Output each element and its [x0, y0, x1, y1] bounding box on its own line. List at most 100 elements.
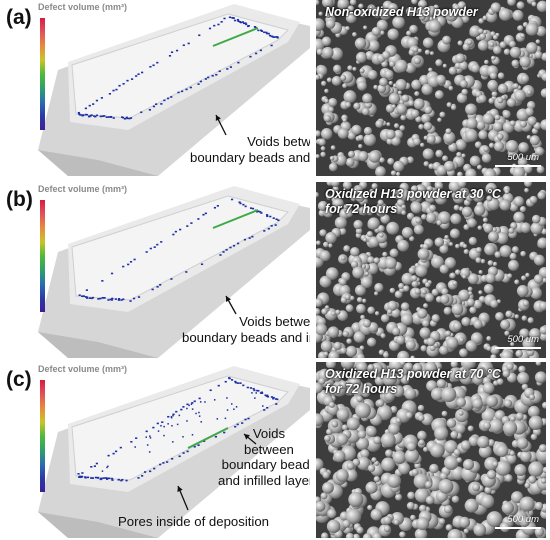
powder-particle [444, 234, 449, 240]
powder-particle [413, 56, 422, 65]
powder-particle [355, 51, 367, 63]
sem-title: Non-oxidized H13 powder [325, 5, 478, 19]
powder-particle [379, 8, 392, 21]
powder-particle [416, 517, 430, 531]
powder-particle [439, 472, 448, 481]
powder-particle [408, 192, 418, 202]
pore-marker [188, 404, 190, 407]
void-marker [197, 218, 200, 220]
void-marker [122, 298, 125, 301]
powder-particle [467, 286, 473, 292]
powder-particle [330, 47, 343, 61]
powder-particle [396, 103, 407, 115]
powder-particle [490, 299, 499, 308]
void-marker [193, 400, 196, 403]
pore-marker [172, 441, 174, 443]
void-marker [234, 380, 237, 383]
arrowhead [226, 296, 232, 302]
powder-particle [421, 213, 427, 220]
void-marker [106, 477, 110, 480]
scale-bar [495, 527, 541, 529]
powder-particle [393, 519, 400, 526]
powder-particle [476, 120, 486, 130]
powder-particle [529, 135, 540, 146]
powder-particle [495, 460, 511, 476]
powder-particle [424, 281, 431, 288]
powder-particle [360, 276, 373, 289]
powder-particle [321, 308, 328, 315]
powder-particle [488, 231, 499, 243]
powder-particle [392, 450, 407, 465]
powder-particle [486, 346, 492, 352]
powder-particle [491, 227, 497, 233]
powder-particle [355, 227, 363, 235]
void-marker [107, 454, 110, 457]
powder-particle [320, 128, 333, 140]
powder-particle [483, 223, 494, 234]
powder-particle [422, 446, 429, 453]
void-marker [214, 435, 218, 438]
powder-particle [425, 192, 436, 204]
powder-particle [519, 516, 530, 528]
powder-particle [516, 285, 529, 297]
powder-particle [417, 0, 428, 9]
powder-particle [327, 508, 337, 519]
void-marker [130, 440, 133, 443]
powder-particle [330, 182, 340, 188]
powder-particle [514, 464, 527, 477]
powder-particle [365, 207, 375, 216]
void-marker [237, 20, 240, 22]
powder-particle [515, 349, 523, 358]
void-marker [88, 115, 91, 118]
powder-particle [382, 251, 388, 257]
powder-particle [353, 185, 364, 196]
powder-particle [537, 237, 546, 249]
void-marker [236, 18, 240, 21]
powder-particle [531, 1, 537, 7]
powder-particle [519, 206, 527, 213]
powder-particle [458, 60, 468, 71]
powder-particle [368, 150, 381, 163]
powder-particle [483, 146, 489, 152]
void-marker [143, 471, 147, 473]
ct-defect-map: Defect volume (mm³) Voids between bounda… [38, 362, 310, 538]
powder-particle [387, 473, 402, 488]
void-marker [257, 29, 260, 32]
powder-particle [499, 41, 507, 49]
powder-particle [392, 190, 398, 196]
powder-particle [525, 272, 530, 278]
void-marker [78, 113, 81, 115]
void-marker [114, 450, 118, 453]
void-marker [129, 260, 133, 263]
powder-particle [483, 168, 497, 176]
powder-particle [320, 532, 329, 538]
powder-particle [370, 362, 384, 375]
powder-particle [388, 80, 393, 86]
void-marker [149, 470, 152, 473]
powder-particle [335, 154, 347, 166]
sem-micrograph: Oxidized H13 powder at 70 °C for 72 hour… [316, 362, 546, 538]
void-marker [78, 294, 81, 297]
powder-particle [499, 245, 512, 258]
substrate-edge [38, 512, 158, 538]
powder-particle [500, 349, 513, 358]
powder-particle [488, 142, 495, 149]
powder-particle [496, 231, 509, 245]
powder-particle [421, 83, 433, 96]
void-marker [179, 228, 182, 231]
powder-particle [326, 519, 341, 534]
void-marker [260, 391, 263, 394]
void-marker [137, 477, 140, 479]
void-marker [178, 455, 181, 458]
powder-particle [362, 533, 373, 538]
powder-particle [376, 232, 388, 244]
powder-particle [519, 120, 528, 128]
powder-particle [482, 113, 494, 125]
powder-particle [430, 443, 445, 458]
void-marker [88, 104, 91, 107]
powder-particle [521, 383, 529, 391]
void-marker [170, 51, 174, 54]
powder-particle [353, 331, 366, 343]
void-marker [107, 116, 110, 118]
powder-particle [405, 6, 416, 17]
